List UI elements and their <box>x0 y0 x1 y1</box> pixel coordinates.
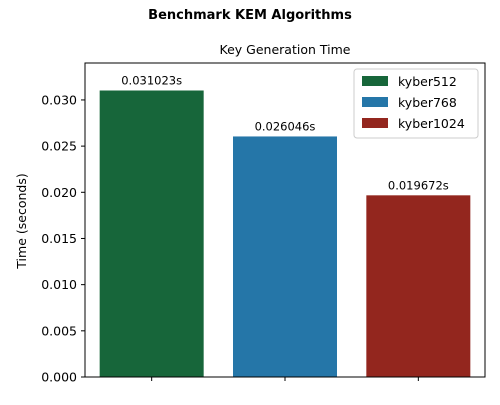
data-label-kyber768: 0.026046s <box>255 119 316 133</box>
y-tick-label: 0.000 <box>41 370 77 385</box>
y-tick-label: 0.015 <box>41 231 77 246</box>
y-tick-label: 0.020 <box>41 185 77 200</box>
chart-title: Key Generation Time <box>220 42 351 57</box>
legend-label-kyber512: kyber512 <box>398 74 457 89</box>
bar-kyber512 <box>99 90 204 377</box>
y-axis-label: Time (seconds) <box>14 173 29 269</box>
legend-label-kyber1024: kyber1024 <box>398 116 465 131</box>
bar-kyber768 <box>233 136 337 377</box>
legend-label-kyber768: kyber768 <box>398 95 457 110</box>
plot-area: 0.031023s 0.026046s 0.019672s 0.000 0.005 0.0… <box>41 62 486 385</box>
data-label-kyber512: 0.031023s <box>121 73 182 87</box>
y-tick-label: 0.010 <box>41 277 77 292</box>
legend-swatch-kyber1024 <box>362 118 388 128</box>
legend-swatch-kyber512 <box>362 76 388 86</box>
axes-frame <box>84 62 486 378</box>
bar-kyber1024 <box>366 195 471 377</box>
y-tick-label: 0.005 <box>41 323 77 338</box>
figure-suptitle: Benchmark KEM Algorithms <box>148 8 352 23</box>
y-tick-label: 0.030 <box>41 92 77 107</box>
legend-swatch-kyber768 <box>362 97 388 107</box>
legend: kyber512 kyber768 kyber1024 <box>353 68 479 139</box>
data-label-kyber1024: 0.019672s <box>388 178 449 192</box>
y-tick-label: 0.025 <box>41 139 77 154</box>
